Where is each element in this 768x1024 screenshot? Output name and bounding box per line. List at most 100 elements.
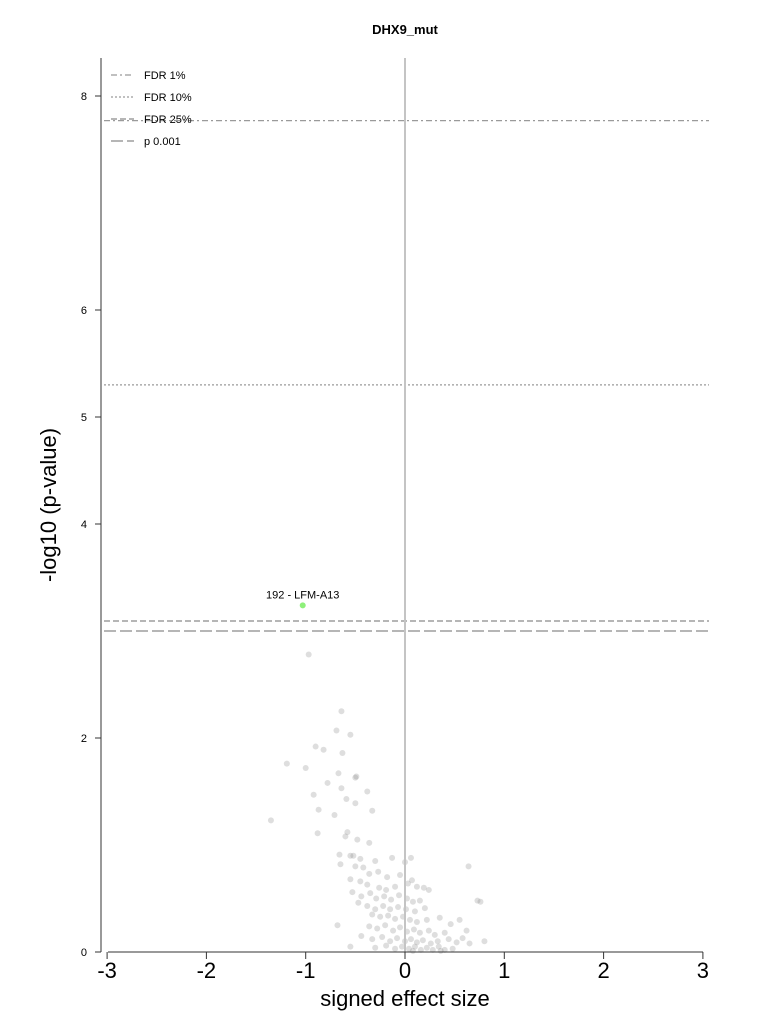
data-point <box>331 812 338 819</box>
data-point <box>382 922 389 929</box>
data-point <box>466 940 473 947</box>
data-point <box>405 945 412 952</box>
data-point <box>338 785 345 792</box>
data-point <box>353 773 360 780</box>
data-point <box>374 925 381 932</box>
data-point <box>315 806 322 813</box>
data-point <box>437 947 444 954</box>
highlighted-point-group: 192 - LFM-A13 <box>266 589 339 609</box>
data-point <box>407 936 414 943</box>
data-point <box>411 908 418 915</box>
x-tick-label: 1 <box>498 958 510 983</box>
data-point <box>364 788 371 795</box>
threshold-lines <box>104 119 709 632</box>
data-point <box>267 817 274 824</box>
data-point <box>407 854 414 861</box>
data-point <box>369 807 376 814</box>
data-point <box>447 921 454 928</box>
highlighted-point <box>299 602 306 609</box>
data-point <box>364 881 371 888</box>
data-point <box>372 906 379 913</box>
data-point <box>388 896 395 903</box>
chart-title: DHX9_mut <box>372 22 438 37</box>
data-point <box>337 861 344 868</box>
data-point <box>429 946 436 953</box>
data-point <box>406 916 413 923</box>
data-point <box>366 839 373 846</box>
data-point <box>336 851 343 858</box>
data-point <box>449 945 456 952</box>
y-tick-label: 5 <box>81 412 87 424</box>
data-point <box>352 800 359 807</box>
data-point <box>456 916 463 923</box>
data-point <box>421 905 428 912</box>
data-point <box>358 932 365 939</box>
data-point <box>436 914 443 921</box>
data-point <box>431 931 438 938</box>
legend: FDR 1% FDR 10% FDR 25% p 0.001 <box>111 70 192 148</box>
x-tick-label: 3 <box>697 958 709 983</box>
data-point <box>463 927 470 934</box>
data-point <box>344 829 351 836</box>
data-point <box>445 936 452 943</box>
data-point <box>375 868 382 875</box>
data-point <box>397 924 404 931</box>
data-point <box>302 764 309 771</box>
data-point <box>335 770 342 777</box>
data-point <box>392 915 399 922</box>
x-axis-label: signed effect size <box>320 986 490 1011</box>
data-point <box>417 946 424 953</box>
data-point <box>338 708 345 715</box>
data-point <box>324 779 331 786</box>
data-point <box>396 892 403 899</box>
data-point <box>411 943 418 950</box>
data-point <box>352 774 359 781</box>
legend-label-fdr-1: FDR 1% <box>144 70 186 82</box>
data-point <box>423 944 430 951</box>
data-point <box>427 940 434 947</box>
data-point <box>364 902 371 909</box>
data-point <box>397 871 404 878</box>
data-point <box>392 883 399 890</box>
data-point <box>474 897 481 904</box>
data-point <box>413 919 420 926</box>
data-point <box>354 836 361 843</box>
data-point <box>357 878 364 885</box>
data-point <box>377 913 384 920</box>
y-tick-label: 8 <box>81 91 87 103</box>
data-point <box>410 926 417 933</box>
data-point <box>409 947 416 954</box>
data-point <box>425 927 432 934</box>
data-point <box>352 863 359 870</box>
data-point <box>310 791 317 798</box>
data-point <box>305 651 312 658</box>
data-point <box>347 943 354 950</box>
legend-label-fdr-25: FDR 25% <box>144 114 192 126</box>
data-point <box>381 893 388 900</box>
data-point <box>339 749 346 756</box>
data-point <box>416 929 423 936</box>
data-point <box>409 898 416 905</box>
data-point <box>333 727 340 734</box>
data-point <box>423 916 430 923</box>
data-point <box>383 942 390 949</box>
data-point <box>416 897 423 904</box>
data-point <box>408 877 415 884</box>
data-point <box>399 943 406 950</box>
data-point <box>453 939 460 946</box>
data-point <box>360 864 367 871</box>
data-point <box>390 927 397 934</box>
legend-label-p-0-001: p 0.001 <box>144 136 181 148</box>
data-point <box>369 936 376 943</box>
y-tick-label: 4 <box>81 519 87 531</box>
data-point <box>385 912 392 919</box>
data-point <box>404 880 411 887</box>
data-point <box>413 883 420 890</box>
data-point <box>347 852 354 859</box>
highlighted-point-label: 192 - LFM-A13 <box>266 589 339 601</box>
data-point <box>367 890 374 897</box>
data-point <box>420 884 427 891</box>
data-point <box>384 874 391 881</box>
data-point <box>372 858 379 865</box>
data-point <box>314 830 321 837</box>
